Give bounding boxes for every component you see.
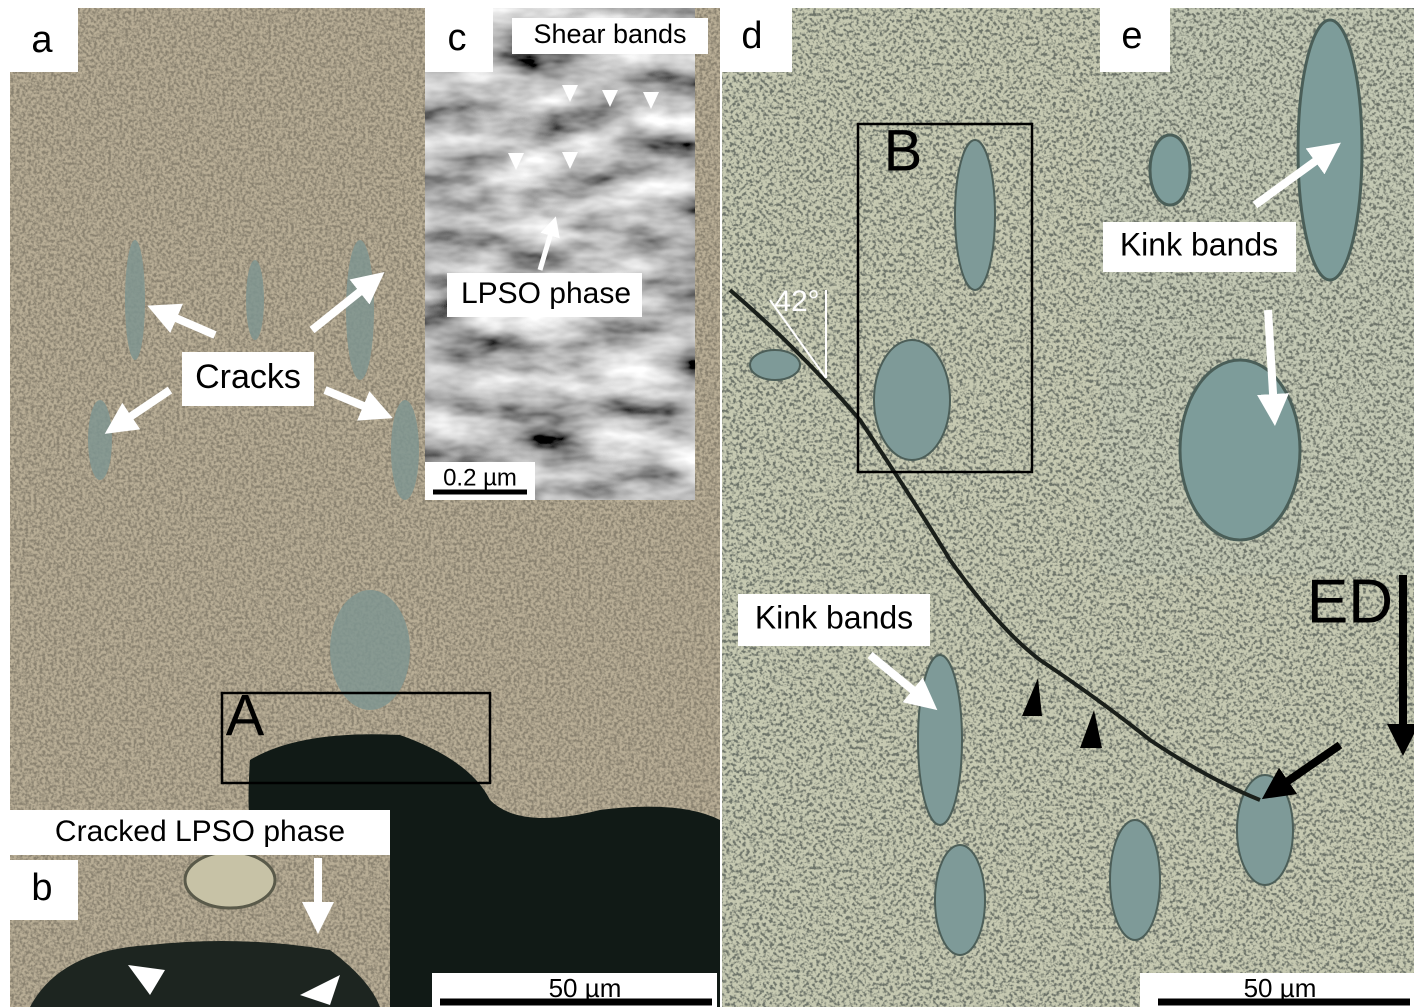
panel-label: c	[448, 17, 467, 59]
annotation: Kink bands	[1120, 226, 1278, 262]
annotation: Kink bands	[755, 599, 913, 635]
region-label: A	[226, 683, 265, 748]
panel-label: e	[1121, 15, 1142, 57]
region-label: B	[884, 118, 923, 183]
panel-label: a	[31, 19, 53, 61]
scale-label: 50 µm	[549, 973, 622, 1003]
scale-label: 50 µm	[1244, 973, 1317, 1003]
annotation: Shear bands	[533, 19, 686, 49]
annotation: Cracked LPSO phase	[55, 815, 345, 848]
direction-label: ED	[1307, 567, 1393, 636]
annotation: Cracks	[195, 358, 301, 396]
annotation: LPSO phase	[461, 277, 631, 310]
scale-label: 0.2 µm	[443, 464, 517, 491]
angle-label: 42°	[774, 285, 819, 318]
panel-label: b	[31, 867, 52, 909]
figure: a b c d e Cracks A 50 µm Cracked LPSO ph…	[0, 0, 1414, 1007]
panel-c	[425, 8, 695, 500]
panel-label: d	[741, 15, 762, 57]
panel-e	[1100, 8, 1414, 575]
